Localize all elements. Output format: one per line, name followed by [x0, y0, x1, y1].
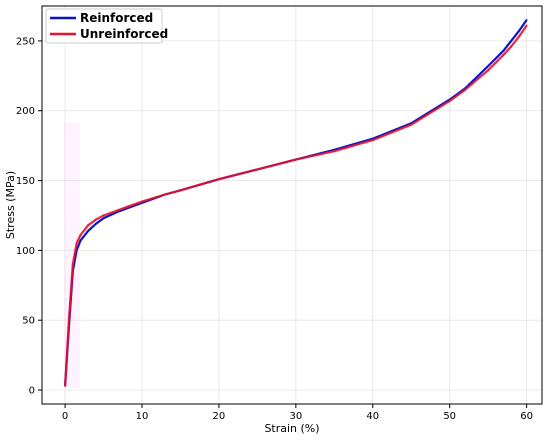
- ticks: 0 10 20 30 40 50 60 0 50 100 150 200 250: [16, 36, 533, 422]
- y-tick-label: 250: [16, 36, 35, 47]
- data-point-unreinforced: [510, 45, 513, 48]
- data-point-reinforced: [518, 30, 520, 33]
- data-point-unreinforced: [141, 200, 143, 203]
- series-lines: [64, 19, 528, 387]
- data-point-unreinforced: [448, 100, 451, 102]
- data-point-unreinforced: [118, 208, 120, 211]
- data-point-unreinforced: [294, 158, 297, 161]
- legend: Reinforced Unreinforced: [45, 8, 168, 44]
- x-tick-label: 0: [62, 411, 68, 422]
- data-point-reinforced: [525, 19, 528, 21]
- data-point-unreinforced: [68, 319, 70, 322]
- legend-label-reinforced: Reinforced: [80, 11, 153, 25]
- data-point-unreinforced: [464, 88, 466, 91]
- data-point-unreinforced: [333, 150, 336, 153]
- data-point-reinforced: [87, 229, 90, 232]
- data-point-unreinforced: [94, 218, 97, 221]
- data-point-reinforced: [94, 222, 97, 225]
- x-tick-label: 20: [213, 411, 226, 422]
- axes-frame: [41, 5, 543, 405]
- data-point-unreinforced: [87, 224, 90, 227]
- x-tick-label: 10: [136, 411, 149, 422]
- y-tick-label: 150: [16, 176, 35, 187]
- data-point-reinforced: [502, 49, 505, 52]
- data-point-unreinforced: [75, 242, 78, 245]
- data-point-unreinforced: [256, 168, 259, 171]
- data-point-reinforced: [510, 40, 513, 42]
- data-point-unreinforced: [102, 214, 105, 217]
- data-point-unreinforced: [179, 189, 182, 192]
- x-tick-label: 50: [443, 411, 456, 422]
- data-point-unreinforced: [71, 263, 74, 266]
- data-point-reinforced: [102, 217, 105, 220]
- y-tick-label: 200: [16, 106, 35, 117]
- data-point-unreinforced: [518, 35, 520, 38]
- data-point-unreinforced: [410, 123, 413, 126]
- data-point-unreinforced: [502, 53, 505, 56]
- data-point-unreinforced: [487, 69, 490, 72]
- x-tick-label: 40: [366, 411, 379, 422]
- legend-label-unreinforced: Unreinforced: [80, 27, 168, 41]
- data-point-unreinforced: [371, 139, 374, 141]
- y-tick-label: 0: [29, 386, 35, 397]
- data-point-unreinforced: [64, 384, 66, 387]
- y-tick-label: 100: [16, 246, 35, 257]
- y-tick-label: 50: [22, 316, 35, 327]
- y-axis-label: Stress (MPa): [4, 171, 17, 239]
- data-point-unreinforced: [164, 193, 166, 196]
- x-tick-label: 60: [520, 411, 533, 422]
- data-point-unreinforced: [79, 234, 82, 236]
- x-tick-label: 30: [289, 411, 302, 422]
- data-point-unreinforced: [218, 178, 220, 181]
- data-point-reinforced: [487, 65, 490, 67]
- x-axis-label: Strain (%): [264, 422, 319, 435]
- data-point-unreinforced: [525, 24, 528, 27]
- data-point-reinforced: [79, 239, 82, 242]
